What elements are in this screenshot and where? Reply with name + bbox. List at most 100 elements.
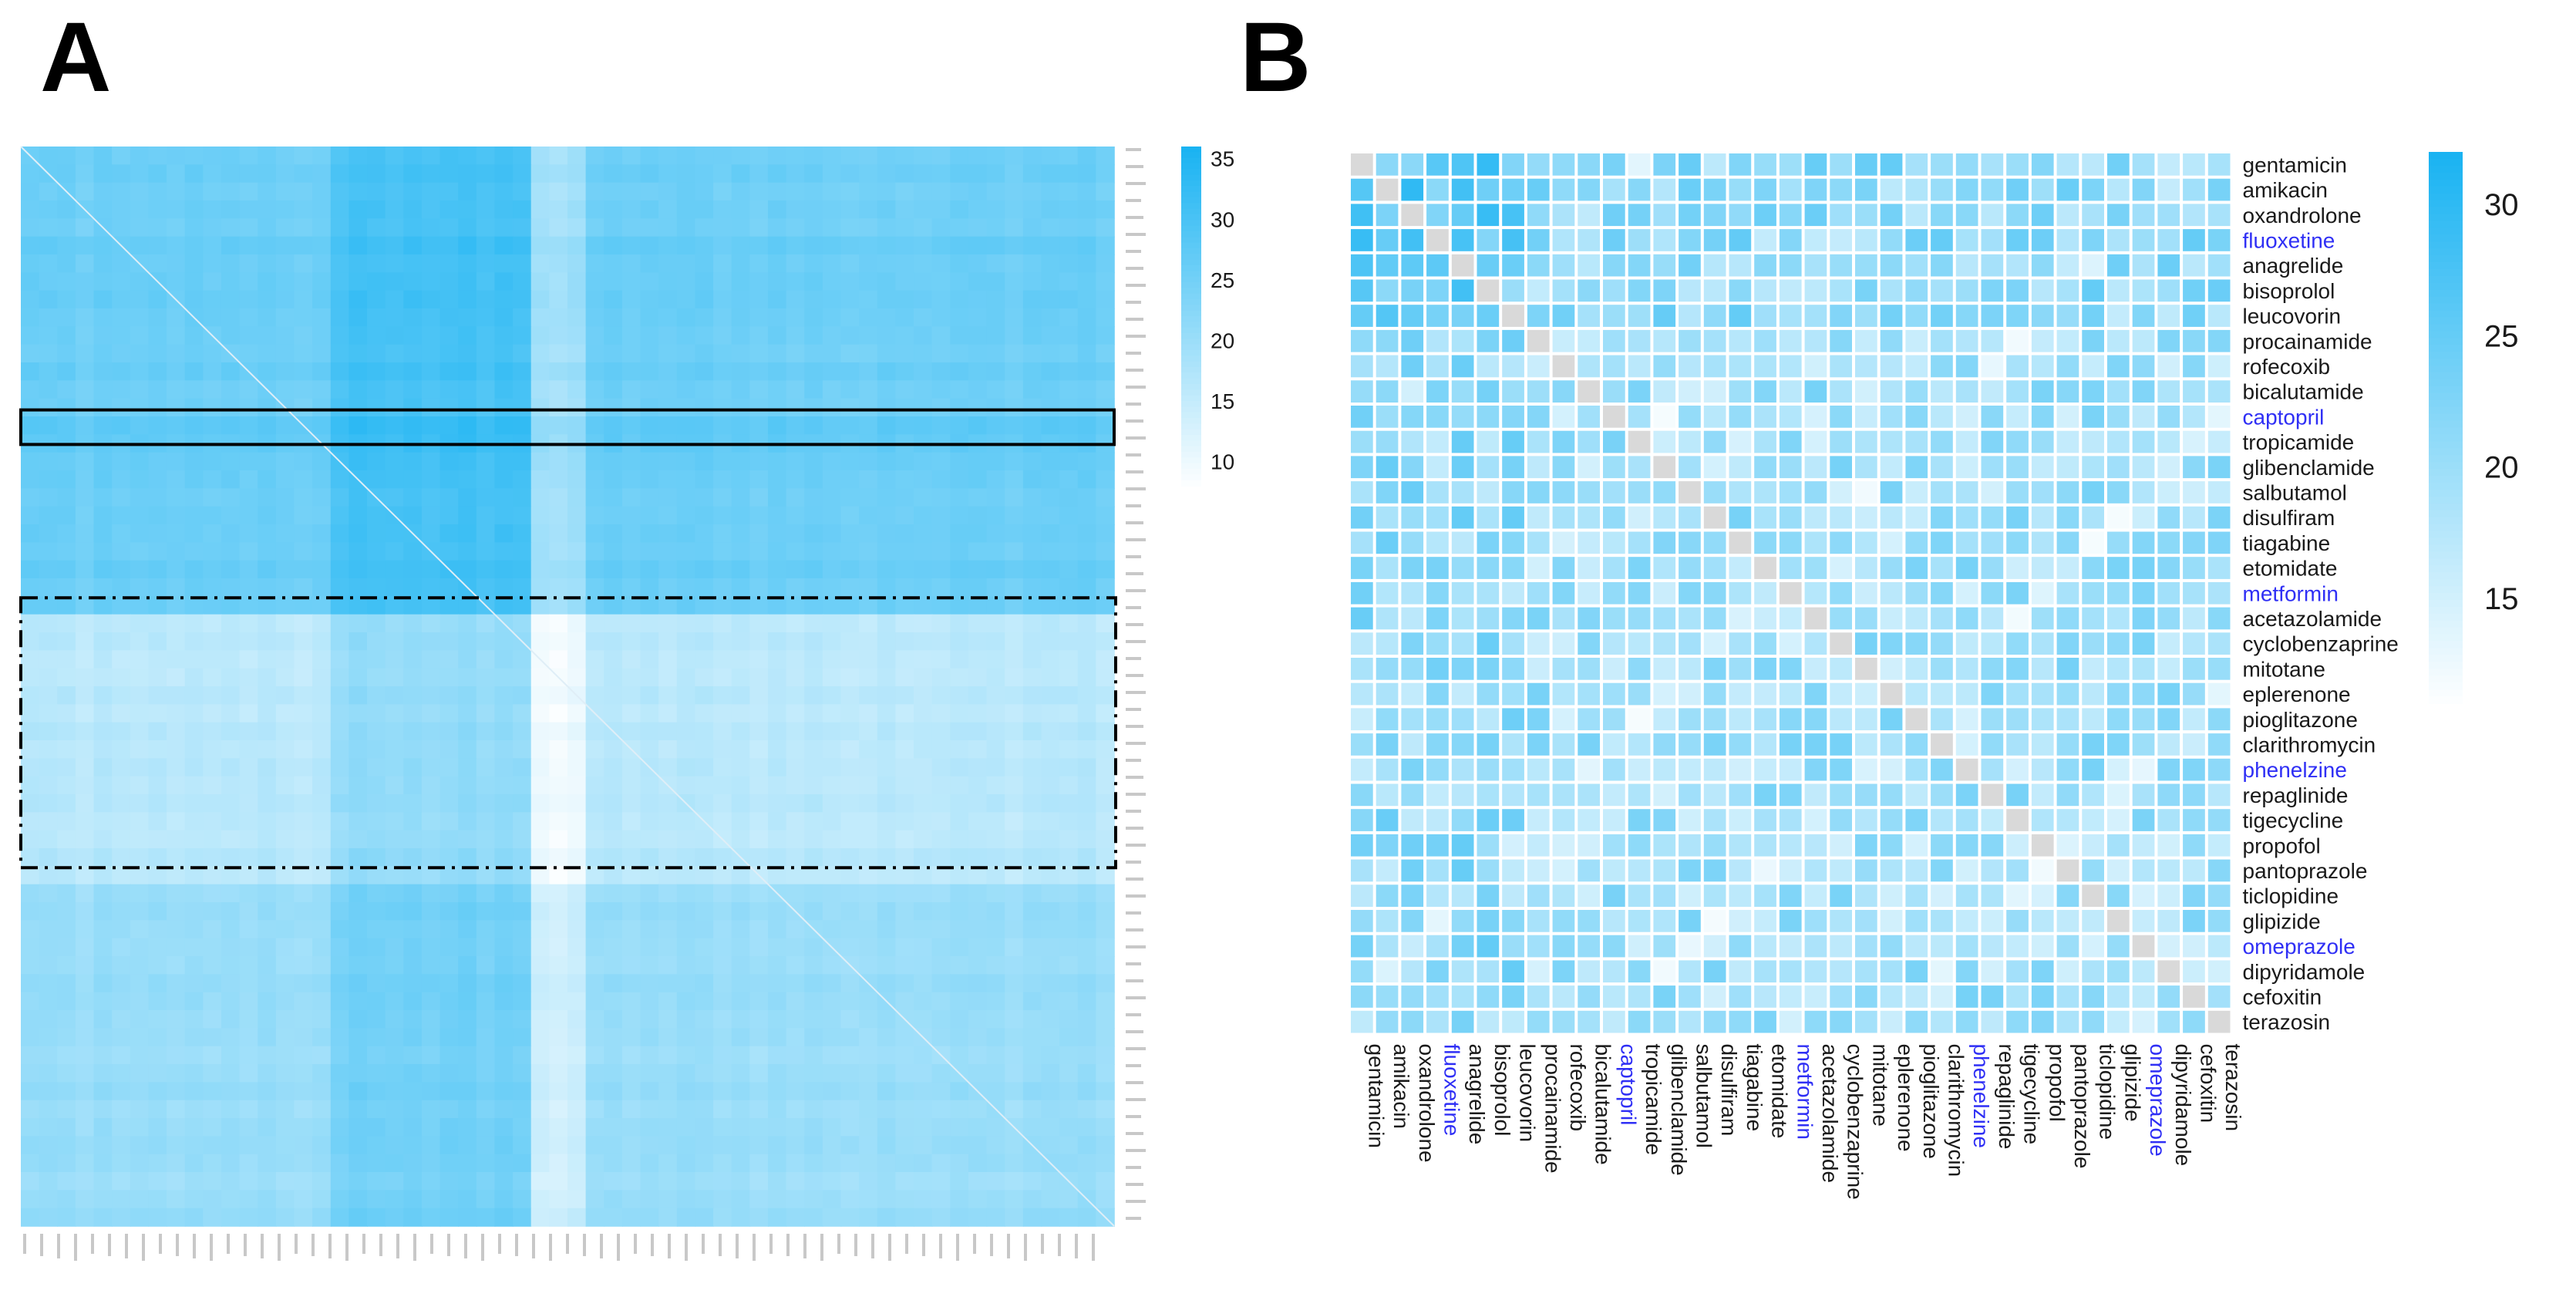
panel-b-cell: [1603, 204, 1625, 227]
panel-a-cell: [367, 1082, 386, 1101]
panel-a-cell: [184, 704, 204, 723]
panel-a-cell: [1005, 380, 1024, 399]
panel-a-cell: [57, 920, 76, 939]
panel-a-cell: [840, 686, 860, 706]
panel-b-cell: [1376, 607, 1399, 630]
panel-a-cell: [676, 902, 696, 921]
panel-b-cell: [1628, 682, 1651, 706]
panel-a-cell: [895, 722, 914, 741]
panel-b-cell: [1401, 935, 1424, 958]
panel-a-cell: [1041, 1010, 1060, 1029]
panel-b-cell: [2006, 884, 2029, 907]
panel-b-cell: [1679, 607, 1701, 630]
panel-a-cell: [658, 470, 678, 490]
panel-a-cell: [530, 974, 551, 993]
panel-a-cell: [895, 416, 914, 436]
panel-a-cell: [458, 398, 477, 417]
panel-b-cell: [1578, 809, 1600, 831]
panel-b-cell: [1931, 607, 1953, 630]
panel-a-cell: [239, 272, 259, 291]
panel-b-cell: [1931, 481, 1953, 504]
panel-a-cell: [239, 452, 259, 471]
panel-a-cell: [39, 452, 59, 471]
panel-a-cell: [713, 1172, 732, 1191]
panel-a-cell: [877, 794, 897, 814]
panel-b-cell: [1628, 430, 1651, 453]
panel-b-cell: [2107, 960, 2130, 983]
panel-a-colorbar-segment: [1181, 299, 1201, 306]
panel-a-cell: [621, 272, 641, 291]
panel-a-cell: [804, 218, 823, 238]
panel-a-cell: [294, 758, 313, 777]
panel-a-cell: [275, 416, 295, 436]
panel-a-cell: [1005, 218, 1024, 238]
panel-a-cell: [258, 416, 277, 436]
panel-a-cell: [21, 416, 40, 436]
panel-a-cell: [221, 902, 241, 921]
panel-a-cell: [1096, 1172, 1115, 1191]
panel-a-cell: [367, 200, 386, 220]
panel-b-cell: [1527, 783, 1550, 807]
panel-a-cell: [148, 1028, 167, 1047]
panel-a-col-tick: [23, 1234, 26, 1254]
panel-a-cell: [1096, 290, 1115, 309]
panel-b-cell: [1451, 204, 1474, 227]
panel-a-col-tick: [193, 1234, 196, 1258]
panel-a-cell: [203, 668, 222, 687]
panel-a-cell: [458, 290, 477, 309]
panel-a-cell: [713, 560, 732, 579]
panel-a-cell: [93, 830, 113, 849]
panel-a-cell: [549, 452, 568, 471]
panel-a-cell: [312, 470, 332, 490]
panel-a-cell: [167, 488, 186, 507]
panel-a-cell: [676, 1136, 696, 1155]
panel-a-row-tick: [1126, 1183, 1143, 1186]
panel-b-cell: [1578, 859, 1600, 882]
panel-a-col-tick: [142, 1234, 145, 1261]
panel-a-cell: [1096, 470, 1115, 490]
panel-a-cell: [713, 362, 732, 382]
panel-a-cell: [1096, 272, 1115, 291]
panel-a-cell: [39, 344, 59, 363]
panel-a-cell: [57, 1136, 76, 1155]
panel-a-cell: [458, 1136, 477, 1155]
panel-b-cell: [1855, 204, 1877, 227]
panel-a-cell: [1005, 956, 1024, 975]
panel-a-cell: [312, 794, 332, 814]
panel-a-cell: [859, 992, 878, 1011]
panel-a-cell: [676, 650, 696, 669]
panel-a-cell: [621, 848, 641, 867]
panel-b-cell: [1527, 305, 1550, 327]
panel-a-cell: [21, 1208, 40, 1227]
panel-a-cell: [676, 236, 696, 255]
panel-a-cell: [877, 902, 897, 921]
panel-a-cell: [93, 686, 113, 706]
panel-a-cell: [567, 272, 587, 291]
panel-b-cell: [1855, 783, 1877, 807]
panel-b-cell: [1451, 254, 1474, 277]
panel-a-cell: [367, 380, 386, 399]
panel-a-cell: [349, 830, 368, 849]
panel-a-cell: [294, 182, 313, 201]
panel-a-cell: [39, 182, 59, 201]
panel-a-cell: [968, 1136, 988, 1155]
panel-a-cell: [567, 524, 587, 544]
panel-b-cell: [1351, 279, 1373, 302]
panel-b-cell: [1955, 254, 1978, 277]
panel-a-cell: [804, 452, 823, 471]
panel-b-cell: [2031, 456, 2054, 479]
panel-a-cell: [931, 1172, 951, 1191]
panel-b-cell: [2107, 658, 2130, 680]
panel-a-cell: [148, 290, 167, 309]
panel-a-cell: [695, 272, 714, 291]
panel-a-cell: [203, 398, 222, 417]
panel-b-cell: [1477, 960, 1500, 983]
panel-a-cell: [167, 902, 186, 921]
panel-a-cell: [275, 344, 295, 363]
panel-a-cell: [767, 866, 787, 885]
panel-b-cell: [1779, 355, 1802, 378]
panel-a-cell: [1022, 506, 1042, 525]
panel-a-cell: [658, 236, 678, 255]
panel-a-cell: [349, 758, 368, 777]
panel-a-cell: [567, 326, 587, 345]
